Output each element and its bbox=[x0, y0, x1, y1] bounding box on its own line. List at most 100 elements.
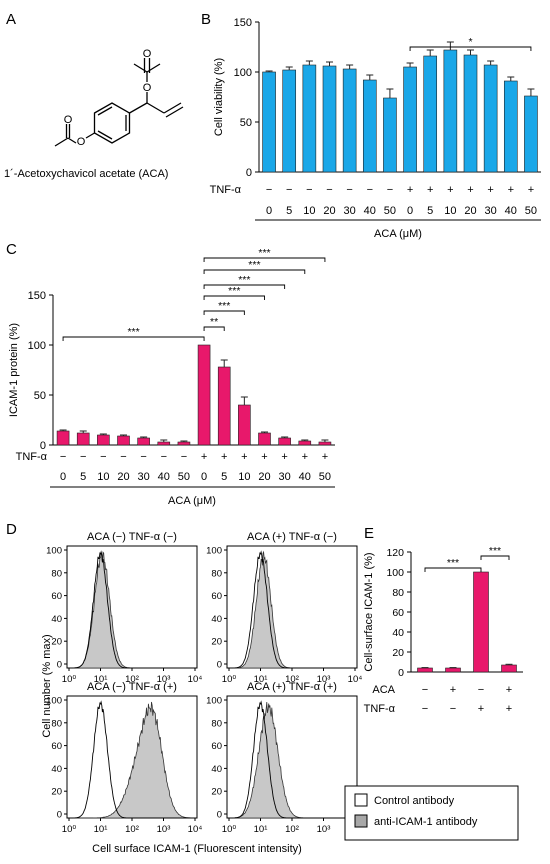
histogram-x-tick-label: 10¹ bbox=[254, 824, 268, 835]
e-bar bbox=[445, 667, 461, 673]
histogram-y-tick-label: 80 bbox=[51, 568, 62, 579]
e-y-tick-label: 100 bbox=[386, 567, 404, 579]
b-bar bbox=[403, 66, 417, 173]
histogram-y-tick-label: 100 bbox=[206, 546, 222, 557]
histogram-title: ACA (+) TNF-α (−) bbox=[247, 531, 337, 543]
e-aca-sign: − bbox=[422, 684, 428, 696]
e-tnf-sign: − bbox=[422, 703, 428, 715]
c-bar bbox=[76, 432, 90, 446]
e-tnf-label: TNF-α bbox=[364, 703, 396, 715]
e-significance-label: *** bbox=[447, 557, 459, 569]
b-tnf-sign: − bbox=[367, 184, 373, 196]
b-tnf-sign: + bbox=[467, 184, 473, 196]
histogram-y-tick-label: 20 bbox=[51, 787, 62, 798]
c-bar bbox=[117, 435, 130, 446]
b-tnf-sign: + bbox=[447, 184, 453, 196]
b-y-tick-label: 150 bbox=[234, 17, 252, 29]
c-tnf-sign: + bbox=[221, 451, 227, 463]
c-ylabel: ICAM-1 protein (%) bbox=[8, 323, 20, 417]
b-bar bbox=[463, 54, 478, 173]
control-histogram bbox=[69, 550, 195, 669]
b-bar bbox=[322, 65, 337, 173]
histogram-x-tick-label: 10² bbox=[125, 674, 139, 685]
b-bar bbox=[483, 64, 498, 173]
b-significance-bracket bbox=[409, 46, 532, 51]
e-y-tick-label: 20 bbox=[392, 647, 404, 659]
b-tnf-sign: − bbox=[266, 184, 272, 196]
e-significance-label: *** bbox=[489, 545, 501, 557]
histogram-y-tick-label: 60 bbox=[211, 591, 222, 602]
e-aca-sign: + bbox=[450, 684, 456, 696]
histogram-y-tick-label: 60 bbox=[51, 591, 62, 602]
c-significance-label: *** bbox=[248, 259, 260, 271]
histogram-x-tick-label: 10¹ bbox=[94, 674, 108, 685]
histogram-y-tick-label: 60 bbox=[211, 741, 222, 752]
e-bar bbox=[473, 571, 489, 673]
b-tnf-sign: + bbox=[528, 184, 534, 196]
c-x-tick-label: 10 bbox=[238, 471, 250, 483]
c-bar bbox=[318, 441, 332, 446]
atom-o-phenol: O bbox=[77, 136, 86, 148]
histogram-y-tick-label: 60 bbox=[51, 741, 62, 752]
histogram-x-tick-label: 10⁴ bbox=[348, 674, 363, 685]
c-x-tick-label: 30 bbox=[279, 471, 291, 483]
b-x-tick-label: 0 bbox=[407, 205, 413, 217]
panel-b-letter: B bbox=[201, 11, 211, 28]
histogram-y-tick-label: 40 bbox=[211, 764, 222, 775]
c-x-tick-label: 5 bbox=[80, 471, 86, 483]
histogram-x-tick-label: 10³ bbox=[317, 674, 331, 685]
b-bar bbox=[443, 49, 458, 173]
c-x-tick-label: 40 bbox=[299, 471, 311, 483]
histogram-y-tick-label: 100 bbox=[206, 696, 222, 707]
e-y-tick-label: 0 bbox=[398, 667, 404, 679]
legend-label-anti-icam1: anti-ICAM-1 antibody bbox=[374, 816, 478, 828]
c-tnf-sign: − bbox=[80, 451, 86, 463]
c-bar bbox=[157, 441, 171, 446]
histogram-y-tick-label: 40 bbox=[51, 614, 62, 625]
c-x-tick-label: 0 bbox=[201, 471, 207, 483]
aca-structure-atoms: O O O O bbox=[64, 48, 152, 148]
b-bar bbox=[362, 79, 377, 173]
e-tnf-sign: + bbox=[478, 703, 484, 715]
b-x-tick-label: 30 bbox=[344, 205, 356, 217]
control-histogram bbox=[69, 700, 195, 819]
histogram-title: ACA (+) TNF-α (+) bbox=[247, 681, 337, 693]
histogram-x-tick-label: 10⁴ bbox=[188, 824, 203, 835]
b-tnf-sign: − bbox=[346, 184, 352, 196]
c-x-tick-label: 50 bbox=[319, 471, 331, 483]
histogram-y-tick-label: 0 bbox=[217, 810, 222, 821]
b-x-tick-label: 50 bbox=[384, 205, 396, 217]
b-x-tick-label: 20 bbox=[464, 205, 476, 217]
histogram-y-tick-label: 20 bbox=[51, 637, 62, 648]
c-tnf-sign: − bbox=[120, 451, 126, 463]
histogram-x-tick-label: 10² bbox=[285, 674, 299, 685]
c-tnf-sign: + bbox=[281, 451, 287, 463]
panel-d-ylabel: Cell number (% max) bbox=[41, 634, 53, 737]
c-tnf-sign: − bbox=[100, 451, 106, 463]
c-bar bbox=[258, 432, 271, 446]
b-bar bbox=[524, 95, 538, 173]
e-aca-label: ACA bbox=[372, 684, 395, 696]
b-bar bbox=[342, 68, 357, 173]
b-bar bbox=[503, 80, 518, 173]
c-y-tick-label: 0 bbox=[40, 440, 46, 452]
histogram-y-tick-label: 40 bbox=[211, 614, 222, 625]
anti-icam1-histogram bbox=[69, 551, 195, 669]
c-significance-bracket bbox=[203, 269, 306, 274]
b-bar bbox=[383, 97, 397, 173]
histogram-y-tick-label: 80 bbox=[211, 718, 222, 729]
histogram-frame bbox=[226, 545, 358, 669]
b-tnf-sign: − bbox=[286, 184, 292, 196]
histogram-y-tick-label: 0 bbox=[57, 810, 62, 821]
b-x-tick-label: 40 bbox=[364, 205, 376, 217]
legend-swatch-anti-icam1 bbox=[354, 814, 368, 828]
c-significance-label: ** bbox=[210, 316, 218, 328]
anti-icam1-histogram bbox=[69, 701, 195, 819]
b-tnf-sign: + bbox=[407, 184, 413, 196]
b-x-tick-label: 30 bbox=[485, 205, 497, 217]
b-x-tick-label: 0 bbox=[266, 205, 272, 217]
histogram-x-tick-label: 10⁰ bbox=[62, 824, 77, 835]
e-y-tick-label: 40 bbox=[392, 627, 404, 639]
c-bar bbox=[137, 437, 150, 446]
b-x-tick-label: 50 bbox=[525, 205, 537, 217]
